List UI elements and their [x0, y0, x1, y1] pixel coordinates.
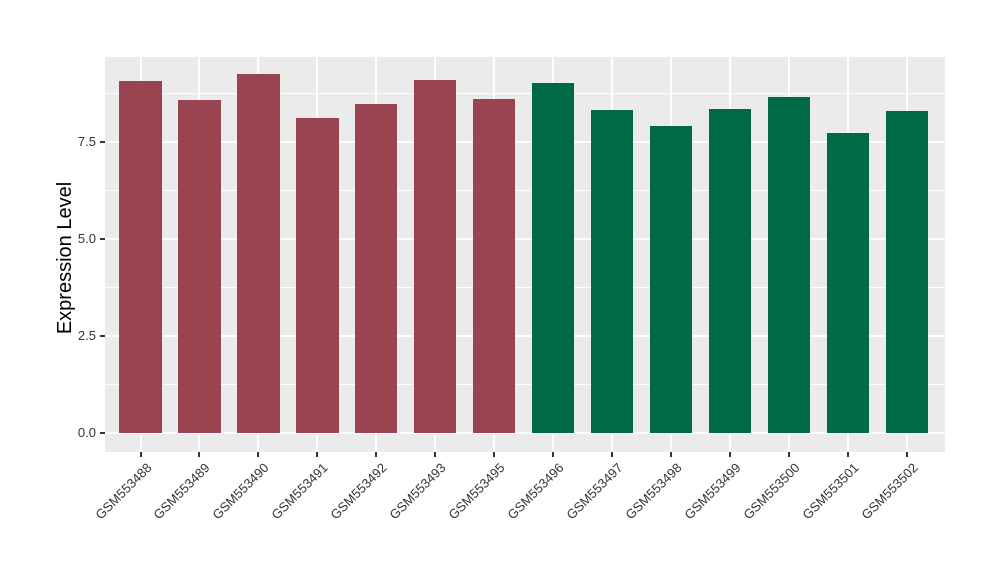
x-tick-mark [375, 452, 378, 457]
y-tick-mark [99, 140, 105, 143]
x-tick-mark [493, 452, 496, 457]
bar-GSM553498 [649, 126, 693, 434]
bar-GSM553497 [590, 109, 634, 434]
x-tick-label-text: GSM553500 [740, 460, 803, 523]
x-tick-mark [905, 452, 908, 457]
gridline-minor [105, 189, 945, 191]
bar-GSM553493 [414, 79, 457, 434]
bar-GSM553490 [237, 74, 280, 434]
y-tick-mark [99, 335, 105, 338]
y-tick-mark [99, 237, 105, 240]
x-tick-label-text: GSM553496 [504, 460, 567, 523]
x-tick-label-text: GSM553501 [799, 460, 862, 523]
x-tick-label-text: GSM553491 [268, 460, 331, 523]
x-tick-mark [846, 452, 849, 457]
bar-GSM553499 [708, 108, 752, 434]
y-tick-label: 2.5 [77, 328, 96, 344]
x-tick-mark [787, 452, 790, 457]
bar-GSM553495 [472, 98, 516, 434]
x-tick-mark [434, 452, 437, 457]
bar-GSM553491 [296, 118, 339, 434]
gridline-major [105, 140, 945, 143]
x-tick-label-text: GSM553502 [858, 460, 921, 523]
x-tick-label-text: GSM553498 [622, 460, 685, 523]
gridline-major [105, 237, 945, 240]
plot-panel [105, 57, 945, 452]
x-tick-mark [728, 452, 731, 457]
y-tick-label: 5.0 [77, 230, 96, 246]
x-tick-mark [139, 452, 142, 457]
x-tick-mark [257, 452, 260, 457]
x-tick-label-text: GSM553490 [209, 460, 272, 523]
bar-GSM553496 [531, 82, 575, 434]
y-tick-mark [99, 432, 105, 435]
bar-GSM553500 [767, 97, 811, 434]
bar-GSM553501 [826, 132, 869, 434]
x-tick-mark [552, 452, 555, 457]
gridline-minor [105, 287, 945, 289]
bar-GSM553488 [119, 81, 162, 434]
gridline-minor [105, 384, 945, 386]
bar-GSM553489 [178, 100, 221, 434]
bar-GSM553492 [355, 104, 398, 434]
x-tick-label-text: GSM553495 [445, 460, 508, 523]
x-tick-label-text: GSM553489 [150, 460, 214, 523]
y-tick-label: 7.5 [77, 133, 96, 149]
bar-GSM553502 [885, 111, 928, 434]
gridline-major [105, 335, 945, 338]
x-tick-mark [669, 452, 672, 457]
x-tick-label-text: GSM553488 [91, 460, 155, 523]
x-tick-mark [198, 452, 201, 457]
y-tick-label: 0.0 [77, 425, 96, 441]
x-tick-label-text: GSM553499 [681, 460, 744, 523]
gridline-major [105, 432, 945, 435]
x-tick-label-text: GSM553492 [327, 460, 390, 523]
y-axis-title: Expression Level [54, 181, 76, 335]
x-tick-label-text: GSM553493 [386, 460, 449, 523]
gridline-minor [105, 92, 945, 94]
x-tick-mark [316, 452, 319, 457]
x-tick-label-text: GSM553497 [563, 460, 626, 523]
x-tick-mark [611, 452, 614, 457]
